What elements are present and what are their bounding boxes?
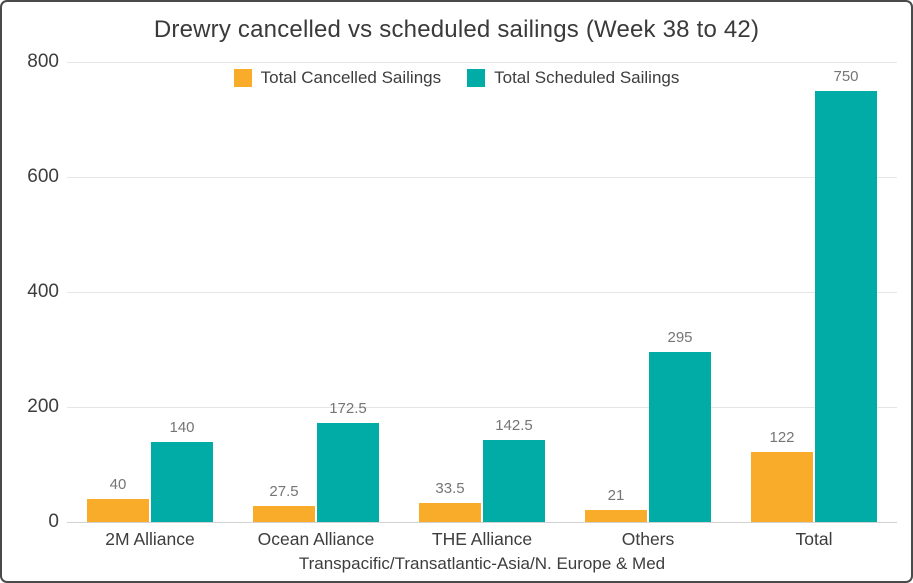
value-label-scheduled-2: 142.5 xyxy=(495,417,533,435)
x-tick-label-the-alliance: THE Alliance xyxy=(431,529,533,549)
x-tick-label-total: Total xyxy=(795,529,833,549)
y-tick-label-200: 200 xyxy=(27,396,59,417)
x-axis-title: Transpacific/Transatlantic-Asia/N. Europ… xyxy=(298,554,666,573)
value-label-scheduled-0: 140 xyxy=(169,418,195,436)
value-label-cancelled-3: 21 xyxy=(607,486,625,504)
bar-cancelled-total xyxy=(751,451,813,522)
gridline-600 xyxy=(67,177,897,178)
value-label-cancelled-0: 40 xyxy=(109,476,127,493)
x-tick-label-2m-alliance: 2M Alliance xyxy=(105,529,195,549)
plot-area: Transpacific/Transatlantic-Asia/N. Europ… xyxy=(27,51,897,573)
y-tick-label-600: 600 xyxy=(27,166,59,187)
bar-scheduled-ocean-alliance xyxy=(317,422,379,522)
gridline-200 xyxy=(67,407,897,408)
gridline-0 xyxy=(67,522,897,523)
value-label-scheduled-3: 295 xyxy=(667,329,693,347)
value-label-cancelled-2: 33.5 xyxy=(435,479,465,497)
cancelled-series-swatch xyxy=(233,69,252,87)
gridline-400 xyxy=(67,292,897,293)
legend-item-scheduled: Total Scheduled Sailings xyxy=(467,68,679,88)
value-label-cancelled-4: 122 xyxy=(769,428,795,446)
bar-scheduled-others xyxy=(649,352,711,522)
bar-cancelled-ocean-alliance xyxy=(253,506,315,522)
y-tick-label-0: 0 xyxy=(48,511,59,532)
x-tick-label-others: Others xyxy=(621,529,675,549)
bar-cancelled-the-alliance xyxy=(419,502,481,522)
value-label-cancelled-1: 27.5 xyxy=(269,483,299,501)
gridline-800 xyxy=(67,62,897,63)
y-tick-label-400: 400 xyxy=(27,281,59,302)
bar-cancelled-2m-alliance xyxy=(87,499,149,522)
legend-label-scheduled: Total Scheduled Sailings xyxy=(494,68,680,87)
value-label-scheduled-1: 172.5 xyxy=(329,399,367,417)
legend-item-cancelled: Total Cancelled Sailings xyxy=(233,68,442,88)
bar-scheduled-the-alliance xyxy=(483,440,545,522)
bar-scheduled-total xyxy=(815,90,877,522)
bar-scheduled-2m-alliance xyxy=(151,441,213,522)
x-tick-label-ocean-alliance: Ocean Alliance xyxy=(257,529,375,549)
chart-title: Drewry cancelled vs scheduled sailings (… xyxy=(153,16,760,43)
y-tick-label-800: 800 xyxy=(27,51,59,72)
legend-label-cancelled: Total Cancelled Sailings xyxy=(260,68,442,87)
scheduled-series-swatch xyxy=(467,69,486,87)
bar-cancelled-others xyxy=(585,509,647,522)
legend: Total Cancelled Sailings Total Scheduled… xyxy=(2,68,911,88)
value-label-scheduled-4: 750 xyxy=(833,67,859,85)
